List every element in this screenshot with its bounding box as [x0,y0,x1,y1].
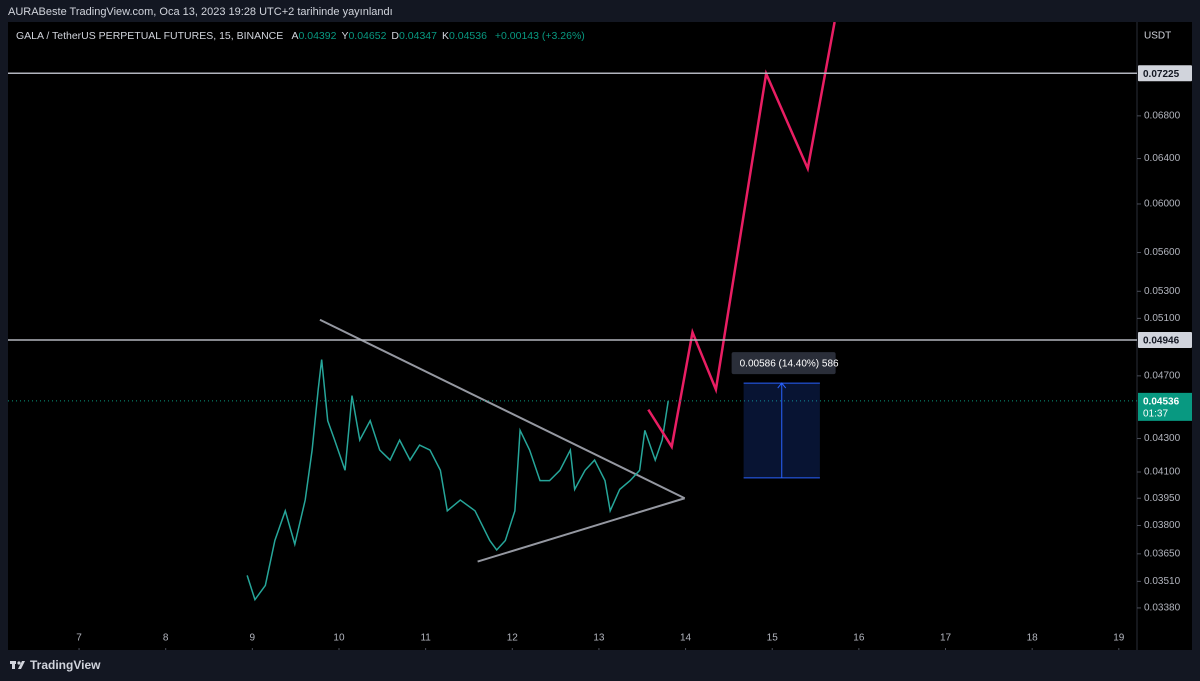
y-tick-label: 0.06000 [1144,199,1181,210]
x-tick-label: 17 [940,633,952,644]
x-tick-label: 10 [333,633,345,644]
y-tick-label: 0.03800 [1144,520,1181,531]
level-label-bg [1138,331,1192,348]
ohlc-value: 0.04652 [348,30,387,42]
ohlc-label: D [391,30,400,42]
x-tick-label: 9 [250,633,256,644]
y-tick-label: 0.06400 [1144,153,1181,164]
y-tick-label: 0.03510 [1144,576,1181,587]
x-tick-label: 12 [507,633,519,644]
measure-label-bg [731,352,836,375]
measure-arrow [777,382,787,478]
x-tick-label: 18 [1027,633,1039,644]
ohlc-label: K [441,30,449,42]
x-tick-label: 13 [593,633,605,644]
x-tick-label: 11 [420,633,431,644]
change: +0.00143 (+3.26%) [494,30,585,42]
ohlc: A0.04392 Y0.04652 D0.04347 K0.04536 [291,30,492,42]
logo [10,661,25,669]
x-tick-label: 7 [76,633,82,644]
ohlc-label: Y [341,30,349,42]
y-tick-label: 0.04300 [1144,433,1181,444]
y-tick-label: 0.05600 [1144,247,1181,258]
measure-label: 0.00586 (14.40%) 586 [740,359,839,370]
chart-background [8,22,1192,650]
y-tick-label: 0.04100 [1144,467,1181,478]
plot-area [246,22,836,602]
countdown: 01:37 [1143,409,1168,420]
x-tick-label: 15 [767,633,779,644]
footer: TradingView [10,658,100,672]
y-tick-label: 0.03650 [1144,548,1181,559]
symbol-line: GALA / TetherUS PERPETUAL FUTURES, 15, B… [16,30,590,42]
level-label-bg [1138,65,1192,82]
triangle-line [319,318,686,500]
projection-path [647,22,836,451]
symbol: GALA / TetherUS PERPETUAL FUTURES, 15, B… [16,30,284,42]
y-tick-label: 0.04700 [1144,371,1181,382]
ohlc-value: 0.04536 [449,30,487,42]
y-tick-label: 0.03950 [1144,493,1181,504]
y-tick-label: 0.05300 [1144,286,1181,297]
x-tick-label: 16 [853,633,865,644]
x-tick-label: 19 [1113,633,1125,644]
x-tick-label: 8 [163,633,169,644]
ohlc-value: 0.04392 [298,30,337,42]
y-tick-label: 0.03380 [1144,603,1181,614]
triangle-line [477,497,685,563]
currency: USDT [1144,31,1171,42]
level-label: 0.07225 [1143,69,1180,80]
y-tick-label: 0.05100 [1144,313,1181,324]
published-note: AURABeste TradingView.com, Oca 13, 2023 … [8,6,393,18]
ohlc-value: 0.04347 [399,30,437,42]
y-tick-label: 0.06800 [1144,111,1181,122]
last-price-bg [1138,392,1192,421]
x-tick-label: 14 [680,633,692,644]
level-label: 0.04946 [1143,336,1180,347]
ohlc-label: A [291,30,299,42]
brand: TradingView [30,658,101,672]
price-line [246,359,669,602]
last-price-label: 0.04536 [1143,397,1180,408]
